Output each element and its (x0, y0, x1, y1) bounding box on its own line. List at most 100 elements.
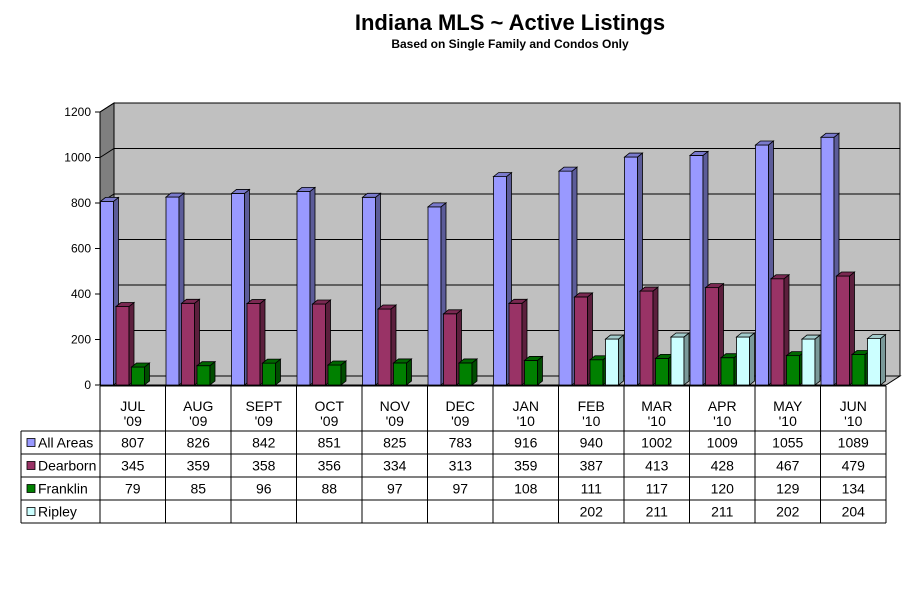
legend-label: All Areas (38, 435, 93, 451)
bar-top (800, 334, 822, 340)
data-label: 851 (318, 435, 342, 451)
x-tick-label: FEB (578, 398, 605, 414)
bar-front (181, 302, 195, 386)
bar-top (638, 286, 660, 292)
chart-title: Indiana MLS ~ Active Listings (354, 10, 666, 35)
legend-label: Dearborn (38, 458, 96, 474)
data-label: 111 (581, 481, 602, 497)
data-label: 783 (449, 435, 473, 451)
bar-top (426, 202, 448, 208)
data-label: 358 (252, 458, 276, 474)
bar-top (245, 299, 267, 304)
y-tick-label: 800 (71, 196, 91, 210)
data-label: 134 (842, 481, 866, 497)
bar-top (164, 192, 186, 198)
bar-front (131, 366, 145, 386)
data-label: 120 (711, 481, 735, 497)
bar-top (492, 172, 513, 178)
bar-front (655, 357, 669, 386)
bar-top (769, 274, 791, 280)
bar-top (507, 298, 529, 304)
bar-side (537, 355, 543, 386)
data-label: 85 (190, 481, 206, 497)
x-tick-label: '10 (713, 413, 731, 429)
bar-top (754, 140, 775, 146)
bar-top (361, 192, 382, 198)
data-label: 387 (580, 458, 604, 474)
bar-front (867, 338, 881, 386)
bar-front (427, 206, 442, 386)
data-label: 359 (187, 458, 211, 474)
bar-top (295, 186, 317, 192)
bar-top (230, 189, 251, 194)
bar-front (574, 296, 588, 386)
bar-front (493, 176, 507, 386)
chart-subtitle: Based on Single Family and Condos Only (391, 37, 629, 51)
bar-front (801, 338, 816, 386)
bar-top (99, 197, 120, 202)
bar-front (393, 362, 407, 386)
bar-front (443, 313, 457, 386)
bar-front (851, 354, 866, 386)
bar-top (114, 302, 136, 307)
bar-front (508, 302, 523, 386)
bar-front (246, 303, 261, 386)
bar-top (180, 298, 201, 304)
legend-swatch (26, 461, 36, 470)
bar-side (618, 334, 624, 386)
bar-top (523, 356, 544, 361)
bar-top (442, 309, 463, 315)
bar-front (165, 196, 180, 386)
data-label: 202 (776, 504, 800, 520)
x-tick-label: OCT (314, 398, 344, 414)
x-tick-label: '09 (255, 413, 273, 429)
y-tick-label: 1200 (64, 105, 91, 119)
data-label: 334 (383, 458, 407, 474)
y-tick-label: 400 (71, 287, 91, 301)
data-label: 413 (645, 458, 669, 474)
x-tick-label: '10 (582, 413, 600, 429)
legend-label: Ripley (38, 504, 77, 520)
bar-front (705, 287, 719, 386)
y-tick-label: 600 (71, 242, 91, 256)
data-label: 79 (125, 481, 141, 497)
bar-front (458, 362, 473, 386)
bar-top (835, 271, 856, 277)
bar-front (624, 156, 638, 386)
bar-front (262, 362, 276, 386)
bar-top (819, 132, 841, 138)
bar-top (195, 361, 217, 367)
bar-side (683, 332, 690, 386)
bar-front (524, 360, 538, 386)
x-tick-label: DEC (445, 398, 475, 414)
legend-swatch (26, 484, 36, 493)
x-tick-label: SEPT (245, 398, 282, 414)
legend-swatch (26, 438, 36, 447)
bar-top (261, 358, 282, 364)
data-label: 108 (514, 481, 538, 497)
y-tick-label: 1000 (64, 151, 91, 165)
y-tick-label: 200 (71, 333, 91, 347)
bar-side (814, 334, 821, 386)
bar-front (296, 190, 311, 386)
data-label: 211 (646, 504, 669, 520)
x-tick-label: APR (708, 398, 737, 414)
bar-top (376, 304, 398, 310)
gridline (99, 148, 900, 158)
bar-top (604, 334, 625, 340)
x-tick-label: AUG (183, 398, 213, 414)
bar-top (557, 166, 579, 172)
data-label: 1009 (707, 435, 738, 451)
bar-front (689, 155, 704, 386)
bar-top (311, 299, 332, 305)
bar-front (770, 278, 785, 386)
data-label: 807 (121, 435, 145, 451)
data-label: 479 (842, 458, 866, 474)
bar-front (736, 336, 750, 386)
data-label: 96 (256, 481, 272, 497)
bar-top (392, 358, 413, 364)
x-tick-label: JUL (120, 398, 145, 414)
data-label: 467 (776, 458, 800, 474)
data-label: 117 (646, 481, 669, 497)
